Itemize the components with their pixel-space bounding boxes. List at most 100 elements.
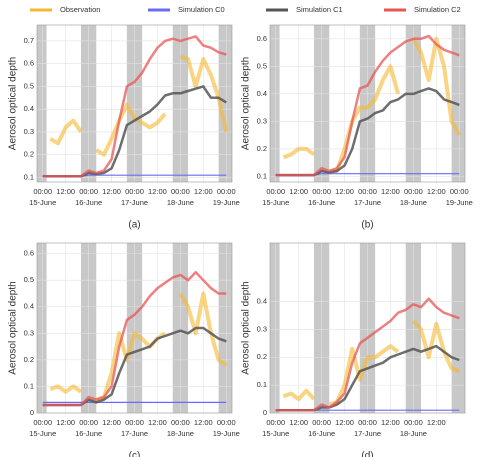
x-date-label: 16-June (308, 198, 335, 207)
x-tick-label: 12:00 (381, 418, 400, 427)
y-tick-label: 0.2 (257, 144, 267, 153)
legend-label: Simulation C1 (296, 5, 343, 14)
x-date-label: 16-June (75, 198, 102, 207)
x-date-label: 15-June (29, 198, 56, 207)
y-tick-label: 0.5 (257, 61, 267, 70)
x-tick-label: 00:00 (358, 418, 377, 427)
y-tick-label: 0.5 (24, 275, 34, 284)
x-date-label: 15-June (29, 429, 56, 438)
y-tick-label: 0.3 (257, 324, 267, 333)
y-tick-label: 0.2 (24, 150, 34, 159)
x-tick-label: 12:00 (194, 418, 213, 427)
x-tick-label: 12:00 (381, 187, 400, 196)
x-date-label: 19-June (213, 198, 240, 207)
x-tick-label: 00:00 (171, 187, 190, 196)
x-date-label: 18-June (400, 198, 427, 207)
x-tick-label: 12:00 (56, 418, 75, 427)
x-tick-label: 00:00 (266, 187, 285, 196)
x-tick-label: 12:00 (335, 187, 354, 196)
plot-frame (269, 24, 466, 183)
x-tick-label: 00:00 (125, 187, 144, 196)
y-tick-label: 0.2 (24, 355, 34, 364)
night-band (37, 243, 47, 413)
x-tick-label: 12:00 (56, 187, 75, 196)
y-tick-label: 0.6 (257, 34, 267, 43)
night-band (270, 243, 280, 413)
night-band (218, 243, 232, 413)
x-date-label: 19-June (213, 429, 240, 438)
x-date-label: 15-June (262, 198, 289, 207)
plot-frame (269, 242, 466, 414)
y-axis-label: Aerosol optical depth (8, 281, 19, 374)
series-line (275, 34, 460, 177)
y-axis-label: Aerosol optical depth (8, 57, 19, 150)
panel-label: (b) (361, 220, 373, 231)
y-tick-label: 0.1 (257, 171, 267, 180)
x-tick-label: 12:00 (148, 418, 167, 427)
night-band (37, 25, 47, 182)
night-band (218, 25, 232, 182)
x-tick-label: 12:00 (335, 418, 354, 427)
x-tick-label: 00:00 (266, 418, 285, 427)
x-tick-label: 00:00 (33, 187, 52, 196)
night-band (451, 243, 465, 413)
y-tick-label: 0.7 (24, 36, 34, 45)
series-line (275, 297, 460, 412)
x-tick-label: 00:00 (125, 418, 144, 427)
x-tick-label: 12:00 (102, 187, 121, 196)
y-tick-label: 0.1 (24, 172, 34, 181)
x-tick-label: 12:00 (289, 187, 308, 196)
x-date-label: 17-June (354, 198, 381, 207)
night-band (270, 25, 280, 182)
y-tick-label: 0.1 (257, 380, 267, 389)
y-tick-label: 0.5 (24, 81, 34, 90)
x-tick-label: 00:00 (79, 187, 98, 196)
x-date-label: 18-June (167, 198, 194, 207)
x-tick-label: 00:00 (79, 418, 98, 427)
x-tick-label: 00:00 (312, 418, 331, 427)
y-tick-label: 0.4 (257, 297, 267, 306)
x-date-label: 16-June (308, 429, 335, 438)
x-date-label: 18-June (400, 429, 427, 438)
y-tick-label: 0.3 (24, 328, 34, 337)
plot-frame (36, 24, 233, 183)
y-axis-label: Aerosol optical depth (241, 281, 252, 374)
y-tick-label: 0.6 (24, 59, 34, 68)
x-tick-label: 12:00 (427, 418, 446, 427)
legend-label: Observation (60, 5, 100, 14)
x-tick-label: 00:00 (217, 187, 236, 196)
x-tick-label: 00:00 (404, 187, 423, 196)
x-date-label: 16-June (75, 429, 102, 438)
panel-label: (d) (361, 451, 373, 457)
y-tick-label: 0 (263, 408, 267, 417)
x-tick-label: 00:00 (33, 418, 52, 427)
series-line (282, 36, 462, 173)
panel-label: (a) (128, 220, 140, 231)
x-date-label: 15-June (262, 429, 289, 438)
y-axis-label: Aerosol optical depth (241, 57, 252, 150)
y-tick-label: 0.4 (24, 104, 34, 113)
y-tick-label: 0.3 (24, 127, 34, 136)
x-tick-label: 12:00 (102, 418, 121, 427)
legend-label: Simulation C2 (414, 5, 461, 14)
series-line (282, 319, 460, 407)
x-tick-label: 12:00 (289, 418, 308, 427)
panel-label: (c) (129, 451, 141, 457)
x-tick-label: 00:00 (312, 187, 331, 196)
x-tick-label: 00:00 (171, 418, 190, 427)
series-line (42, 270, 227, 407)
x-tick-label: 12:00 (194, 187, 213, 196)
x-date-label: 17-June (121, 429, 148, 438)
x-date-label: 17-June (121, 198, 148, 207)
x-tick-label: 00:00 (217, 418, 236, 427)
y-tick-label: 0.6 (24, 249, 34, 258)
x-tick-label: 00:00 (404, 418, 423, 427)
x-tick-label: 12:00 (427, 187, 446, 196)
y-tick-label: 0.1 (24, 381, 34, 390)
x-tick-label: 00:00 (358, 187, 377, 196)
x-tick-label: 12:00 (148, 187, 167, 196)
series-line (42, 35, 227, 178)
x-date-label: 17-June (354, 429, 381, 438)
